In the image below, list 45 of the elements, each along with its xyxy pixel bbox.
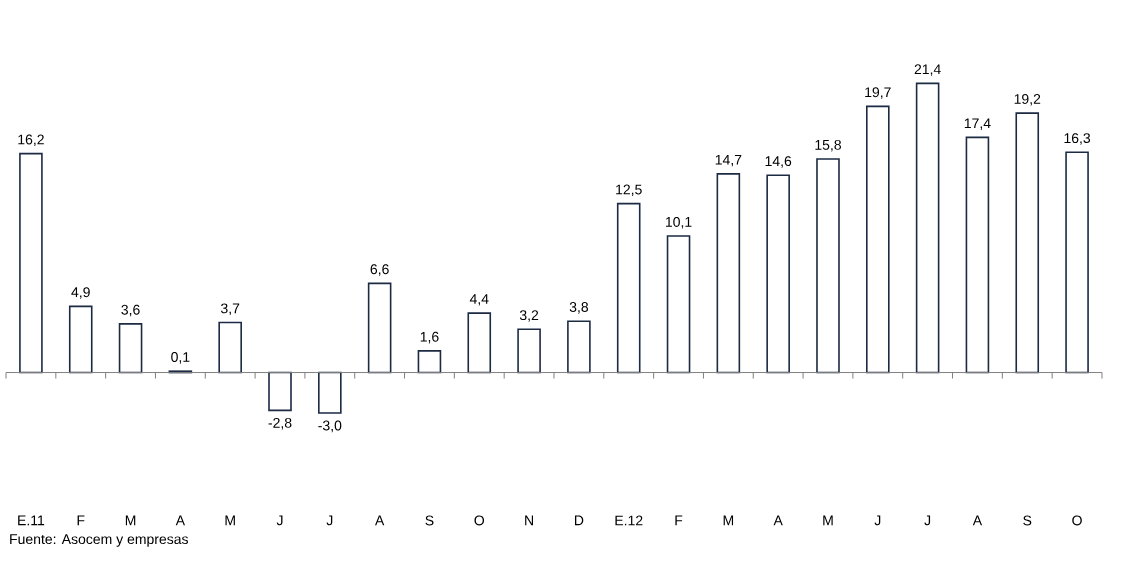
data-label: 19,7 xyxy=(865,87,891,99)
x-tick-label: E.12 xyxy=(615,515,643,526)
x-tick-label: D xyxy=(574,515,584,526)
x-tick-label: S xyxy=(425,515,434,526)
data-label: 14,6 xyxy=(765,156,792,168)
x-tick-label: J xyxy=(276,515,283,526)
data-label: 0,1 xyxy=(171,352,190,364)
x-tick-label: A xyxy=(375,515,385,526)
x-tick-label: A xyxy=(773,515,783,526)
x-tick-label: F xyxy=(77,515,85,526)
x-tick-label: J xyxy=(924,515,931,526)
source-note: Fuente: Asocem y empresas xyxy=(10,534,188,547)
x-tick-label: J xyxy=(874,515,881,526)
x-tick-label: M xyxy=(723,515,734,526)
x-tick-label: J xyxy=(326,515,333,526)
data-label: 3,7 xyxy=(220,303,240,315)
x-tick-label: M xyxy=(225,515,235,526)
data-label: 4,4 xyxy=(469,294,489,306)
x-tick-label: N xyxy=(525,515,533,526)
data-label: 3,8 xyxy=(569,302,589,314)
x-tick-label: A xyxy=(175,515,186,526)
data-label: 19,2 xyxy=(1014,93,1041,106)
x-tick-label: S xyxy=(1023,515,1032,526)
data-label: -3,0 xyxy=(318,420,342,433)
data-label: 4,9 xyxy=(71,287,90,299)
x-tick-label: O xyxy=(1072,515,1082,526)
data-label: -2,8 xyxy=(268,417,292,430)
data-label: 16,2 xyxy=(18,134,44,147)
x-tick-label: A xyxy=(972,515,983,526)
x-tick-label: M xyxy=(125,515,136,526)
data-label: 21,4 xyxy=(914,64,941,76)
x-tick-label: O xyxy=(474,515,485,526)
data-label: 15,8 xyxy=(815,139,841,152)
x-tick-label: F xyxy=(675,515,683,526)
data-label: 17,4 xyxy=(964,118,991,130)
data-label: 6,6 xyxy=(370,264,389,276)
data-label: 12,5 xyxy=(616,184,642,197)
data-label: 3,2 xyxy=(519,310,539,322)
data-label: 10,1 xyxy=(665,216,692,229)
x-tick-label: E.11 xyxy=(18,515,45,526)
x-tick-label: M xyxy=(823,515,833,526)
data-label: 16,3 xyxy=(1064,133,1091,145)
data-label: 14,7 xyxy=(715,154,742,167)
data-label: 1,6 xyxy=(420,331,439,344)
data-label: 3,6 xyxy=(121,304,140,317)
